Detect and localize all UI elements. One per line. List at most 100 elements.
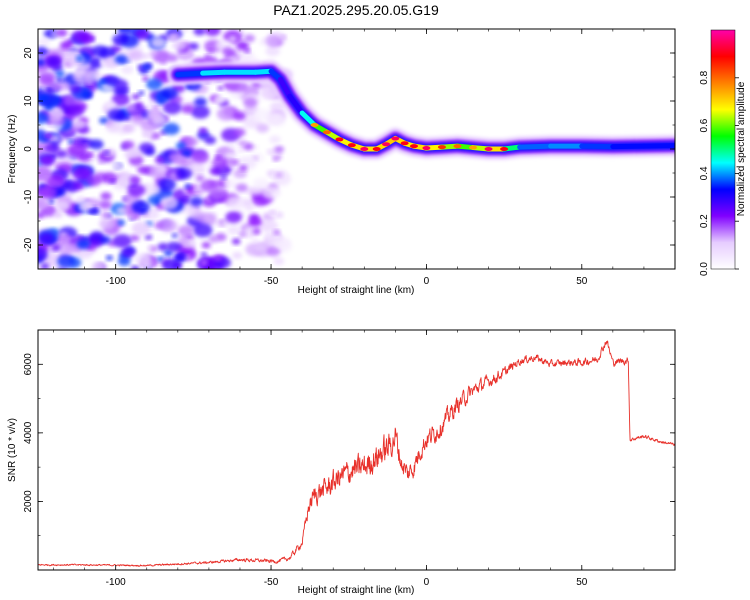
noise-blob (146, 245, 153, 251)
noise-blob (238, 232, 246, 238)
noise-blob (137, 166, 148, 174)
noise-blob (272, 156, 280, 162)
noise-blob (184, 183, 192, 189)
noise-blob (38, 58, 46, 67)
noise-blob (76, 239, 91, 250)
noise-blob (214, 255, 223, 262)
snr-x-ticks: -100 -50 0 50 (53, 330, 676, 588)
noise-blob (269, 115, 286, 127)
noise-blob (126, 105, 136, 112)
y-tick-label: 6000 (23, 353, 34, 376)
noise-blob (149, 50, 158, 57)
noise-blob (121, 140, 135, 150)
heatmap-x-axis-label: Height of straight line (km) (298, 285, 415, 296)
colorbar-gradient (710, 29, 736, 270)
noise-blobs (38, 29, 293, 269)
noise-blob (244, 48, 251, 54)
noise-blob (131, 221, 152, 236)
noise-blob (56, 29, 68, 37)
noise-blob (253, 243, 267, 252)
noise-blob (114, 54, 128, 65)
noise-blob (163, 101, 182, 115)
noise-blob (53, 211, 63, 219)
noise-blob (87, 57, 103, 69)
noise-blob (112, 33, 129, 46)
noise-blob (214, 221, 221, 227)
noise-blob (116, 206, 127, 215)
noise-blob (156, 97, 167, 105)
noise-blob (142, 76, 149, 82)
noise-blob (144, 234, 153, 240)
ridge-segment (299, 110, 318, 128)
noise-blob (266, 246, 281, 257)
noise-blob (209, 187, 228, 201)
colorbar-tick-label: 0.6 (699, 118, 710, 132)
noise-blob (197, 212, 217, 227)
noise-blob (269, 135, 281, 144)
ridge-peak (360, 147, 369, 151)
noise-blob (200, 252, 208, 257)
noise-blob (214, 155, 221, 160)
ridge-peak (400, 141, 409, 146)
noise-blob (177, 225, 194, 237)
chart-title: PAZ1.2025.295.20.05.G19 (273, 2, 439, 18)
noise-blob (204, 29, 221, 37)
noise-blob (233, 168, 248, 179)
x-tick-label: 0 (424, 276, 430, 287)
ridge-peak (322, 130, 331, 135)
noise-blob (256, 123, 270, 133)
noise-blob (39, 154, 55, 166)
noise-blob (233, 111, 246, 121)
noise-blob (119, 173, 131, 181)
noise-blob (45, 173, 66, 188)
noise-blob (38, 196, 49, 210)
ridge-peak (382, 142, 391, 147)
noise-blob (48, 113, 62, 124)
noise-blob (142, 211, 150, 217)
noise-blob (191, 105, 210, 119)
noise-blob (127, 183, 146, 197)
noise-blob (44, 142, 61, 154)
noise-blob (275, 172, 283, 178)
ridge-segment (200, 69, 227, 76)
ridge-segment (277, 76, 293, 99)
noise-blob (45, 55, 63, 68)
noise-blob (273, 257, 285, 266)
noise-blob (193, 223, 213, 238)
y-tick-label: 4000 (23, 421, 34, 444)
noise-blob (78, 201, 94, 212)
noise-blob (159, 196, 179, 210)
noise-blob (175, 167, 193, 180)
noise-blob (129, 176, 141, 184)
noise-blob (72, 166, 92, 181)
noise-blob (88, 209, 95, 214)
noise-blob (89, 139, 104, 150)
noise-blob (68, 84, 82, 94)
noise-blob (213, 95, 226, 105)
noise-blob (38, 185, 58, 199)
ridge-peak (409, 144, 418, 149)
noise-blob (75, 182, 82, 188)
ridge-segment (175, 70, 206, 78)
noise-blob (162, 258, 181, 269)
x-tick-label: 50 (576, 577, 588, 588)
noise-blob (138, 90, 145, 96)
noise-blob (98, 117, 109, 125)
ridge-peak (453, 144, 462, 149)
noise-blob (103, 150, 110, 155)
noise-blob (66, 104, 84, 118)
noise-blob (201, 260, 208, 265)
snr-panel: -100 -50 0 50 2000 4000 6000 Height of straig… (7, 329, 676, 596)
noise-blob (38, 71, 56, 84)
noise-blob (48, 81, 62, 92)
heatmap-y-ticks: 20 10 0 -10 -20 (23, 28, 675, 270)
noise-blob (261, 185, 281, 199)
noise-blob (259, 219, 279, 233)
colorbar-tick-label: 0.2 (699, 214, 710, 228)
noise-blob (207, 48, 214, 53)
noise-blob (134, 29, 150, 40)
noise-blob (38, 232, 54, 244)
noise-blob (130, 234, 140, 242)
noise-blob (55, 149, 67, 158)
